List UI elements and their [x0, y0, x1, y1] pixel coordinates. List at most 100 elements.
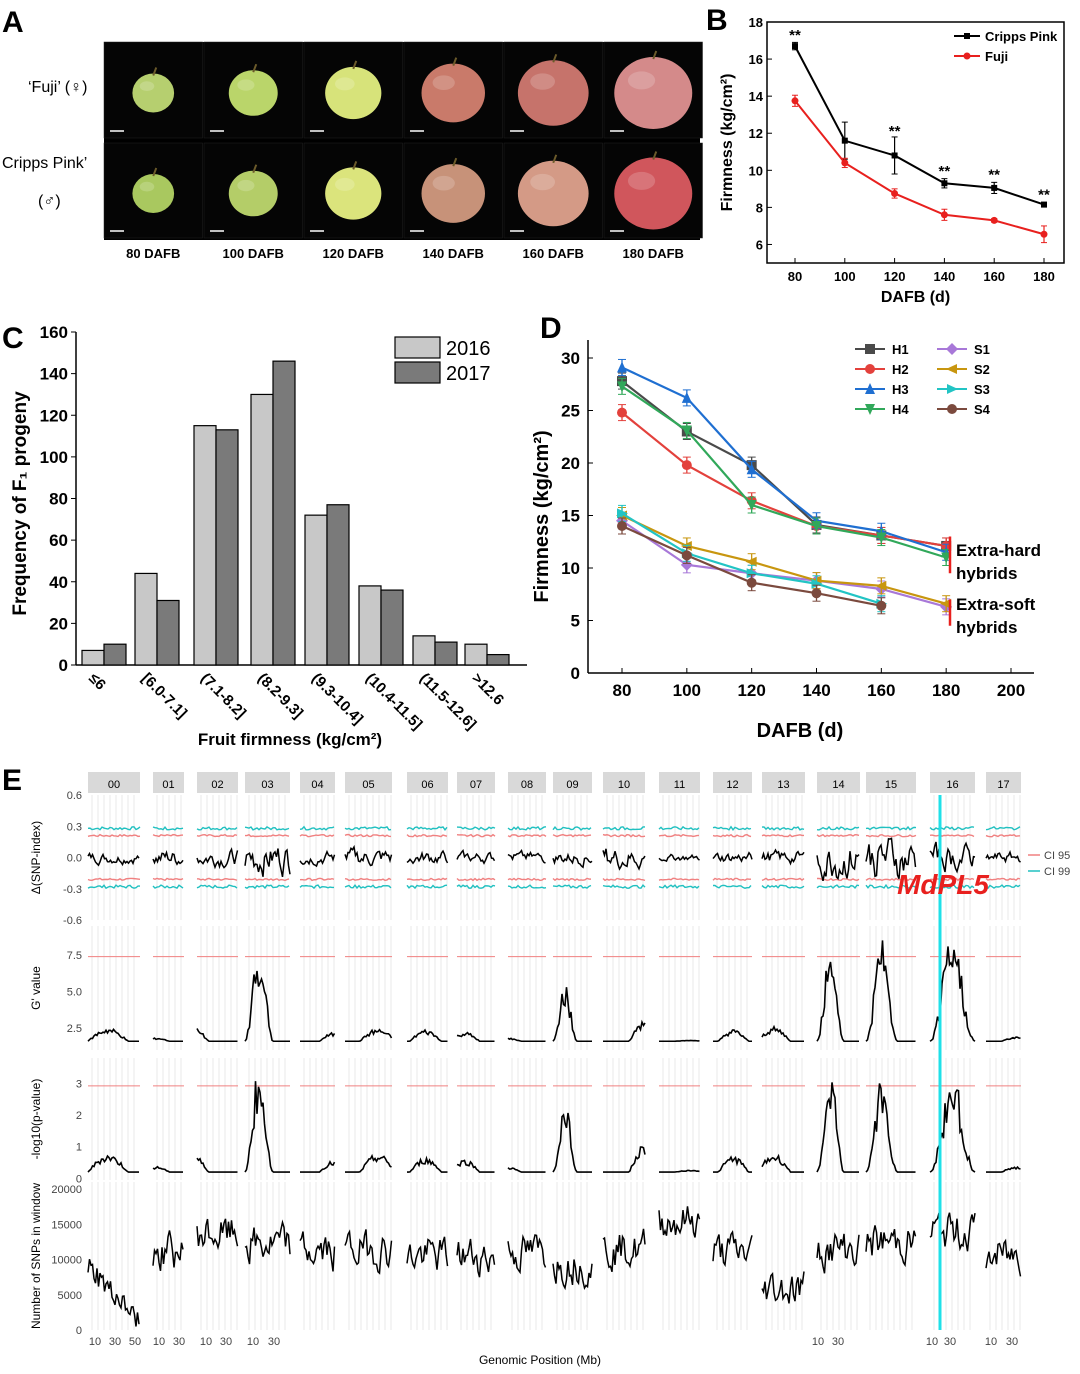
ci-threshold-line	[196, 884, 238, 889]
ci-threshold-line	[344, 833, 392, 838]
statistic-trace	[507, 1037, 546, 1043]
data-point	[991, 184, 998, 191]
data-point	[746, 463, 757, 475]
ci-threshold-line	[244, 884, 290, 890]
histogram-bar	[81, 649, 105, 666]
facet-panel	[817, 926, 860, 1050]
apple-highlight	[432, 75, 455, 91]
series-line	[621, 385, 947, 559]
x-tick-label: 10	[153, 1336, 165, 1348]
histogram-bar	[156, 599, 180, 666]
y-tick-label: 7.5	[67, 950, 82, 962]
facet-strip	[245, 772, 290, 793]
data-point	[681, 460, 692, 471]
y-tick-label: 100	[40, 448, 68, 467]
statistic-trace	[929, 1089, 976, 1173]
significance-marker: **	[939, 163, 951, 180]
snp-count-trace	[552, 1259, 593, 1291]
x-tick-label: 140	[934, 269, 956, 284]
statistic-trace	[659, 1039, 700, 1043]
histogram-bar	[304, 514, 328, 666]
statistic-trace	[87, 1028, 139, 1043]
data-point	[617, 381, 627, 393]
x-tick-label: 10	[985, 1336, 997, 1348]
ci-threshold-line	[552, 884, 592, 889]
statistic-trace	[929, 946, 976, 1042]
x-tick-label: 30	[1006, 1336, 1018, 1348]
facet-panel	[457, 795, 495, 920]
legend-label: S1	[974, 342, 990, 357]
legend-label: S2	[974, 362, 990, 377]
facet-panel	[345, 795, 392, 920]
ci-threshold-line	[456, 833, 496, 838]
chromosome-label: 09	[566, 779, 578, 791]
legend-marker	[964, 33, 970, 39]
x-tick-label: 10	[247, 1336, 259, 1348]
statistic-trace	[300, 1031, 336, 1043]
snp-index-trace	[456, 848, 496, 865]
snp-index-trace	[87, 851, 140, 867]
legend-label: 2016	[446, 338, 491, 360]
statistic-trace	[407, 1155, 448, 1173]
ci-threshold-line	[658, 884, 700, 889]
data-point	[841, 159, 849, 167]
x-tick-label: 30	[173, 1336, 185, 1348]
data-point	[746, 568, 758, 579]
facet-panel	[457, 926, 495, 1050]
y-tick-label: 10	[561, 559, 580, 578]
facet-panel	[659, 1182, 700, 1330]
data-point	[681, 391, 692, 403]
ci-threshold-line	[152, 833, 184, 838]
facet-panel	[866, 926, 916, 1050]
ci-threshold-line	[552, 877, 592, 882]
facet-panel	[762, 1182, 805, 1330]
facet-strip	[817, 772, 860, 793]
legend-label: H1	[892, 342, 909, 357]
statistic-trace	[713, 1029, 752, 1043]
snp-index-trace	[196, 847, 239, 870]
statistic-trace	[345, 1153, 392, 1173]
histogram-bar	[215, 429, 239, 666]
series-line	[621, 514, 947, 605]
chromosome-label: 06	[421, 779, 433, 791]
facet-panel	[659, 1058, 700, 1180]
x-tick-label: ≤6	[85, 670, 109, 694]
legend-label: S3	[974, 382, 990, 397]
y-tick-label: 0	[59, 656, 68, 675]
facet-panel	[659, 926, 700, 1050]
series-line	[794, 45, 1045, 206]
facet-panel	[866, 1182, 916, 1330]
series-line	[621, 411, 947, 548]
statistic-trace	[196, 1157, 238, 1173]
apple-highlight	[334, 77, 355, 91]
apple-fruit	[228, 70, 278, 116]
statistic-trace	[761, 1024, 804, 1043]
snp-index-trace	[816, 851, 860, 882]
ci-threshold-line	[985, 884, 1021, 889]
ci-threshold-line	[816, 877, 860, 882]
snp-count-trace	[344, 1229, 393, 1275]
data-point	[745, 556, 757, 567]
facet-panel	[817, 1058, 860, 1180]
facet-panel	[88, 1058, 140, 1180]
ci-threshold-line	[929, 884, 975, 890]
x-tick-label: 30	[109, 1336, 121, 1348]
ci-threshold-line	[929, 877, 975, 882]
histogram-bar	[412, 635, 436, 666]
x-axis-label: Fruit firmness (kg/cm²)	[198, 730, 382, 749]
data-point	[811, 588, 822, 599]
statistic-trace	[986, 1036, 1021, 1043]
ci-threshold-line	[507, 825, 547, 831]
time-label: 120 DAFB	[323, 246, 384, 261]
chromosome-label: 05	[362, 779, 374, 791]
ci-threshold-line	[552, 833, 592, 838]
ci-threshold-line	[299, 877, 335, 882]
y-axis-label: Firmness (kg/cm²)	[531, 430, 553, 602]
x-tick-label: 180	[932, 681, 960, 700]
facet-panel	[603, 926, 645, 1050]
facet-strip	[553, 772, 592, 793]
time-label: 100 DAFB	[223, 246, 284, 261]
snp-count-trace	[658, 1206, 701, 1238]
x-tick-label: (7.1-8.2]	[197, 670, 249, 722]
row-label-cripps: Cripps Pink’	[2, 155, 87, 172]
